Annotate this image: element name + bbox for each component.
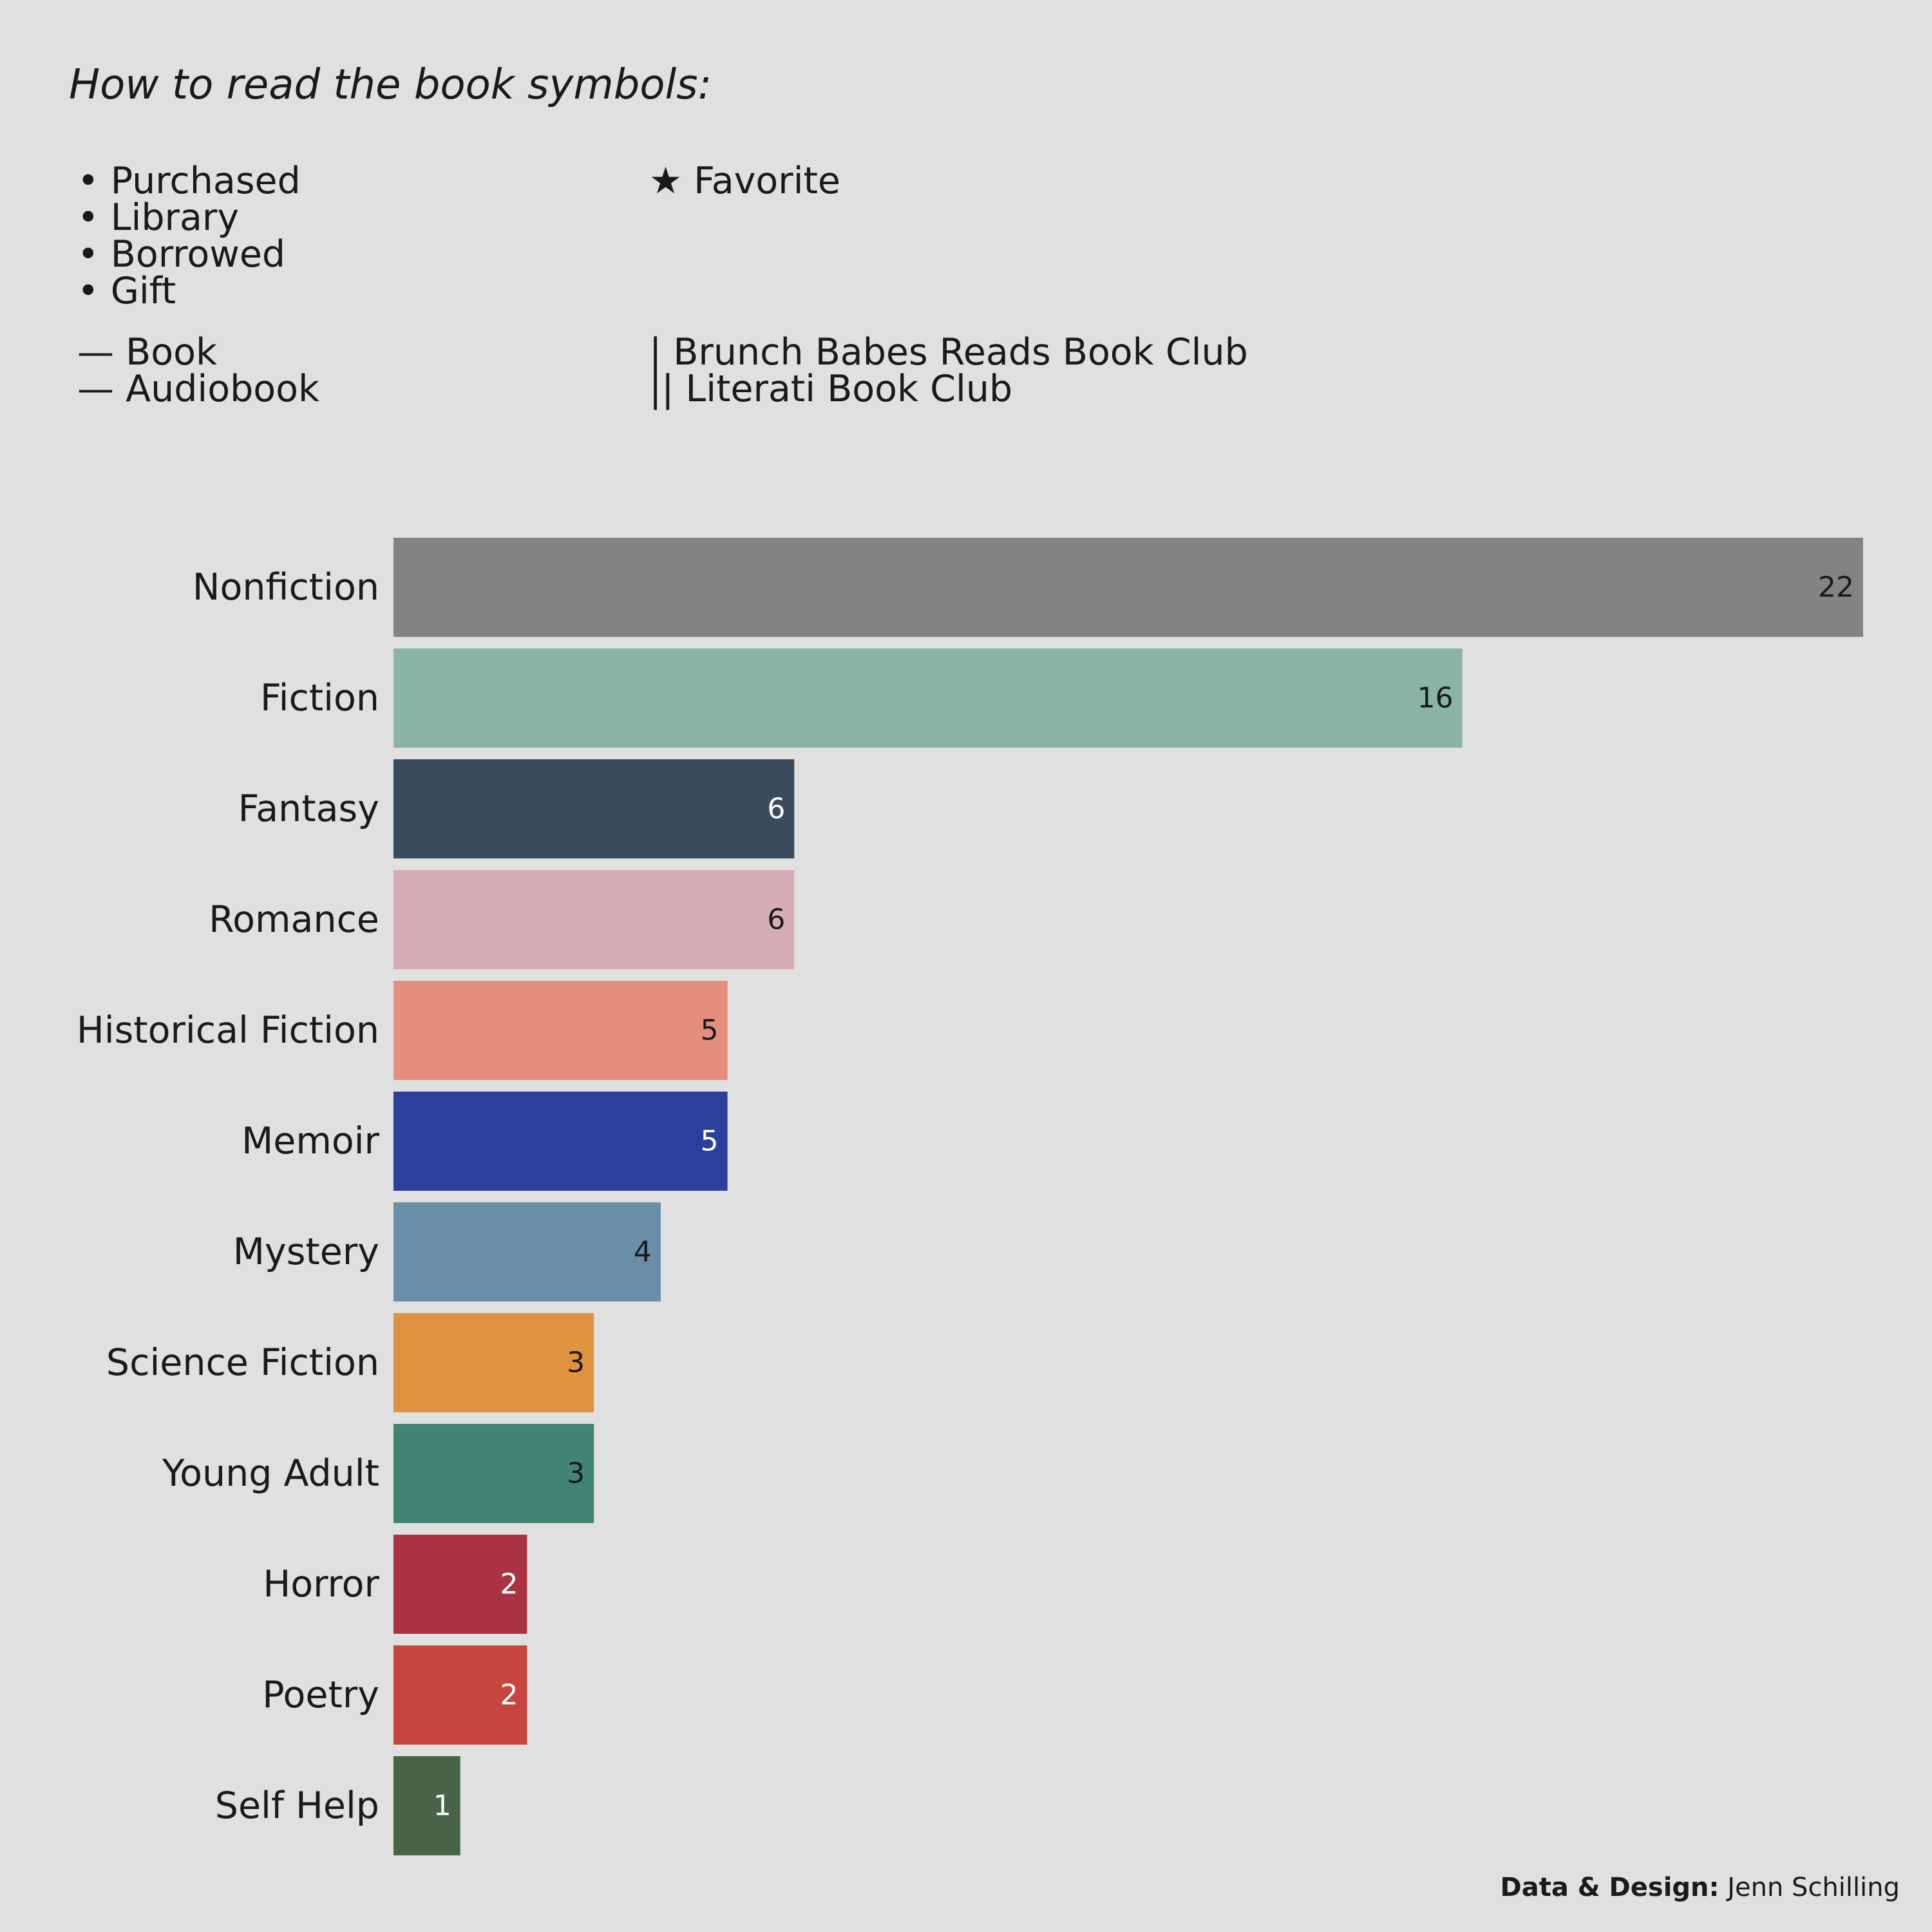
bar-nonfiction: [393, 538, 1863, 637]
bar-horror: [393, 1535, 527, 1634]
category-label-mystery: Mystery: [233, 1231, 379, 1273]
value-label-fantasy: 6: [767, 793, 785, 826]
value-label-mystery: 4: [634, 1236, 652, 1269]
legend-book-clubs: | Brunch Babes Reads Book Club || Litera…: [649, 334, 1248, 408]
bar-fantasy: [393, 759, 795, 858]
legend-acquisition: • Purchased • Library • Borrowed • Gift: [77, 163, 301, 310]
legend-item-brunch-babes: | Brunch Babes Reads Book Club: [649, 331, 1248, 374]
legend-item-book: — Book: [77, 331, 217, 374]
category-label-romance: Romance: [209, 898, 379, 941]
bar-historical-fiction: [393, 981, 728, 1080]
category-label-memoir: Memoir: [242, 1120, 379, 1162]
credit: Data & Design: Jenn Schilling: [1501, 1873, 1900, 1902]
value-label-horror: 2: [500, 1568, 518, 1601]
value-label-poetry: 2: [500, 1679, 518, 1712]
value-label-nonfiction: 22: [1818, 571, 1854, 604]
category-label-fiction: Fiction: [260, 677, 379, 719]
bar-science-fiction: [393, 1313, 594, 1412]
bar-romance: [393, 870, 795, 969]
category-label-poetry: Poetry: [262, 1674, 379, 1716]
legend-item-audiobook: — Audiobook: [77, 368, 320, 410]
legend-favorite: ★ Favorite: [649, 163, 840, 200]
value-label-science-fiction: 3: [567, 1347, 585, 1379]
legend-format: — Book — Audiobook: [77, 334, 319, 408]
bar-memoir: [393, 1092, 728, 1191]
bar-poetry: [393, 1645, 527, 1745]
legend-item-literati: || Literati Book Club: [649, 368, 1013, 410]
category-label-fantasy: Fantasy: [238, 788, 379, 830]
legend-item-favorite: ★ Favorite: [649, 160, 840, 202]
category-label-science-fiction: Science Fiction: [106, 1341, 379, 1384]
legend-item-gift: • Gift: [77, 270, 176, 312]
value-label-self-help: 1: [433, 1790, 451, 1823]
category-label-historical-fiction: Historical Fiction: [77, 1009, 379, 1052]
legend-item-borrowed: • Borrowed: [77, 233, 286, 276]
value-label-historical-fiction: 5: [701, 1014, 719, 1047]
value-label-memoir: 5: [701, 1125, 719, 1158]
bar-self-help: [393, 1756, 460, 1855]
category-label-horror: Horror: [263, 1563, 379, 1605]
bar-fiction: [393, 649, 1463, 748]
bar-young-adult: [393, 1424, 594, 1523]
value-label-romance: 6: [767, 904, 785, 936]
legend-item-purchased: • Purchased: [77, 160, 301, 202]
category-label-self-help: Self Help: [215, 1785, 379, 1827]
legend-title: How to read the book symbols:: [69, 61, 712, 109]
category-label-young-adult: Young Adult: [162, 1452, 379, 1495]
credit-label: Data & Design:: [1500, 1873, 1719, 1902]
category-label-nonfiction: Nonfiction: [193, 566, 379, 609]
legend-item-library: • Library: [77, 196, 240, 239]
value-label-fiction: 16: [1417, 682, 1454, 715]
bar-mystery: [393, 1202, 661, 1302]
value-label-young-adult: 3: [567, 1457, 585, 1490]
credit-name: Jenn Schilling: [1727, 1873, 1900, 1902]
